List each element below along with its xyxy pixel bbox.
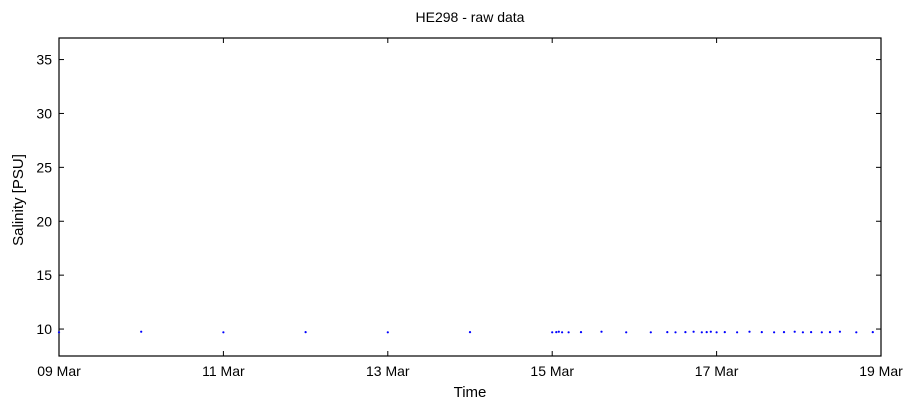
x-tick-label: 17 Mar xyxy=(695,363,739,379)
plot-area xyxy=(58,37,882,357)
x-axis-title: Time xyxy=(454,384,487,401)
data-point xyxy=(715,331,718,334)
data-point xyxy=(674,331,677,334)
data-point xyxy=(828,331,832,334)
data-point xyxy=(555,331,558,334)
data-point xyxy=(684,331,687,334)
y-tick-label: 15 xyxy=(36,267,52,283)
data-point xyxy=(748,330,751,333)
x-tick-label: 19 Mar xyxy=(859,363,903,379)
data-point xyxy=(820,331,823,334)
data-point xyxy=(773,331,776,334)
y-tick-label: 20 xyxy=(36,213,52,229)
data-point xyxy=(567,331,570,334)
data-point xyxy=(625,331,628,334)
data-point xyxy=(222,331,225,334)
data-point xyxy=(736,331,739,334)
data-point xyxy=(140,330,143,333)
data-point xyxy=(600,330,603,333)
data-point xyxy=(692,330,695,333)
data-point xyxy=(801,331,805,334)
y-axis-title: Salinity [PSU] xyxy=(10,154,27,246)
y-tick-label: 25 xyxy=(36,159,52,175)
data-point xyxy=(57,331,61,334)
data-point xyxy=(304,331,307,334)
data-point xyxy=(855,331,858,334)
data-point xyxy=(561,331,564,334)
chart-title: HE298 - raw data xyxy=(416,9,525,25)
data-point xyxy=(649,331,652,334)
data-point xyxy=(700,331,703,334)
y-tick-label: 35 xyxy=(36,52,52,68)
data-point xyxy=(760,331,763,334)
data-point xyxy=(666,331,669,334)
data-point xyxy=(386,331,389,334)
data-point xyxy=(579,331,583,334)
data-point xyxy=(468,331,472,334)
data-points xyxy=(57,330,874,334)
y-tick-label: 10 xyxy=(36,321,52,337)
data-point xyxy=(793,330,796,333)
data-point xyxy=(871,331,874,334)
data-point xyxy=(709,330,712,333)
x-tick-label: 09 Mar xyxy=(37,363,81,379)
y-tick-label: 30 xyxy=(36,105,52,121)
data-point xyxy=(810,331,813,334)
x-tick-label: 11 Mar xyxy=(202,363,245,379)
data-point xyxy=(557,330,560,333)
x-tick-label: 15 Mar xyxy=(530,363,574,379)
x-tick-label: 13 Mar xyxy=(366,363,410,379)
data-point xyxy=(723,331,726,334)
data-point xyxy=(551,331,554,334)
data-point xyxy=(705,331,708,334)
data-point xyxy=(838,330,842,333)
data-point xyxy=(782,331,786,334)
axis-ticks: 09 Mar 11 Mar 13 Mar 15 Mar 17 Mar 19 Mar 10 15… xyxy=(36,38,903,379)
